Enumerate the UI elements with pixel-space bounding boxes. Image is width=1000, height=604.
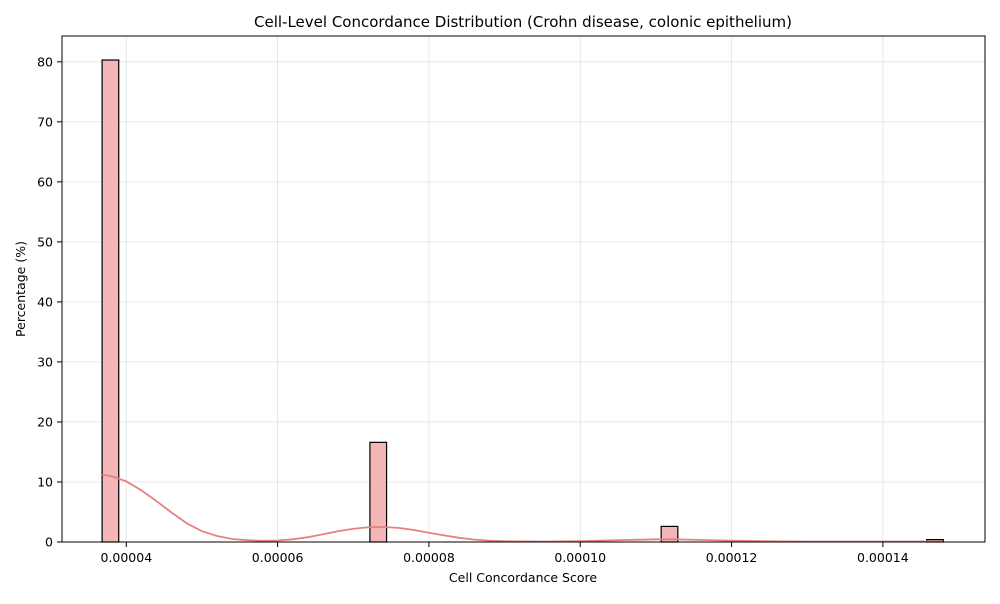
y-tick-label: 80 <box>37 54 53 69</box>
x-tick-label: 0.00012 <box>706 550 758 565</box>
y-tick-label: 10 <box>37 474 53 489</box>
y-tick-label: 60 <box>37 174 53 189</box>
x-tick-label: 0.00008 <box>403 550 455 565</box>
y-axis-label: Percentage (%) <box>13 241 28 337</box>
kde-density-curve <box>101 473 944 543</box>
chart-title: Cell-Level Concordance Distribution (Cro… <box>254 13 792 31</box>
y-tick-label: 50 <box>37 234 53 249</box>
x-tick-label: 0.00006 <box>252 550 304 565</box>
plot-frame <box>61 35 986 543</box>
histogram-bars <box>101 59 944 543</box>
x-tick-label: 0.00014 <box>857 550 909 565</box>
x-tick-label: 0.00010 <box>554 550 606 565</box>
y-tick-label: 30 <box>37 354 53 369</box>
x-tick-label: 0.00004 <box>100 550 152 565</box>
x-axis-ticks: 0.00004 0.00006 0.00008 0.00010 0.00012 0.000… <box>100 542 909 565</box>
y-axis-ticks: 0 10 20 30 40 50 60 70 80 <box>37 54 62 550</box>
y-tick-label: 40 <box>37 294 53 309</box>
grid-lines <box>62 36 985 543</box>
x-axis-label: Cell Concordance Score <box>449 570 597 585</box>
histogram-bar <box>101 59 120 543</box>
y-tick-label: 20 <box>37 414 53 429</box>
y-tick-label: 0 <box>45 535 53 550</box>
y-tick-label: 70 <box>37 114 53 129</box>
